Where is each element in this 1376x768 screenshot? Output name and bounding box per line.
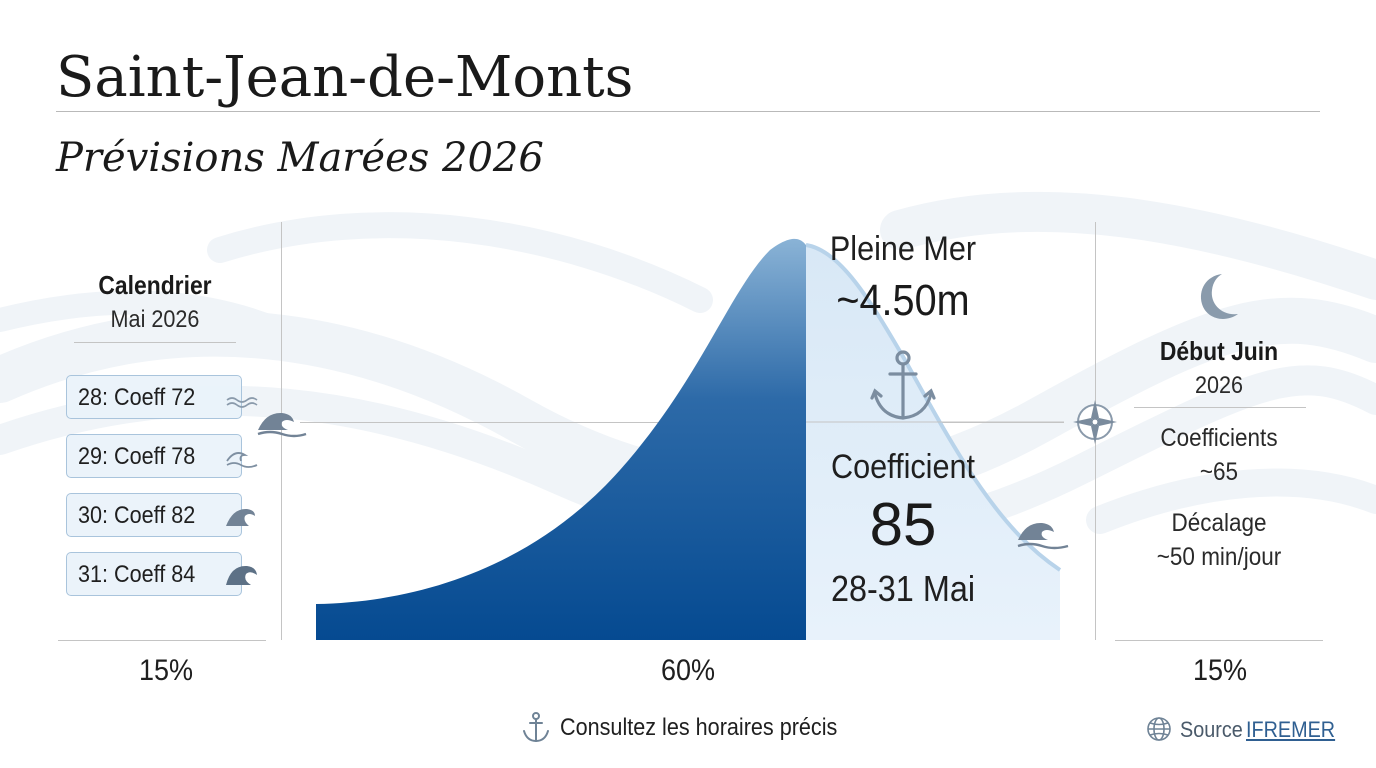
- next-period-title: Début Juin: [1159, 336, 1279, 366]
- coeff-label: 28: Coeff 72: [78, 384, 196, 411]
- wave-small-icon: [226, 397, 258, 408]
- left-column-divider: [281, 222, 282, 640]
- coefficient-value: 85: [869, 491, 937, 558]
- pleine-mer-value: ~4.50m: [836, 276, 970, 325]
- title-divider: [56, 111, 1320, 112]
- pleine-mer-label: Pleine Mer: [829, 230, 977, 268]
- wave-medium-icon: [226, 452, 258, 468]
- moon-icon: [1200, 274, 1238, 319]
- left-column-rule: [74, 342, 236, 343]
- coeff-label: 29: Coeff 78: [78, 443, 196, 470]
- coeff-label: 30: Coeff 82: [78, 502, 196, 529]
- tide-light-edge: [805, 243, 1062, 572]
- decalage-label: Décalage: [1171, 509, 1267, 537]
- wave-large-icon: [226, 508, 255, 526]
- anchor-icon: [870, 350, 936, 420]
- source-label: Source: [1180, 717, 1243, 742]
- center-proportion: 60%: [660, 654, 716, 687]
- next-coefficients-label: Coefficients: [1160, 424, 1278, 452]
- wave-icon: [1017, 522, 1069, 550]
- left-baseline: [58, 640, 266, 641]
- left-proportion: 15%: [138, 654, 194, 687]
- calendar-month: Mai 2026: [110, 306, 200, 333]
- compass-icon: [1073, 400, 1117, 444]
- anchor-icon: [523, 712, 549, 743]
- coeff-label: 31: Coeff 84: [78, 561, 196, 588]
- right-baseline: [1115, 640, 1323, 641]
- coefficient-dates: 28-31 Mai: [830, 568, 976, 609]
- globe-icon: [1147, 717, 1171, 741]
- coeff-item-28[interactable]: 28: Coeff 72: [66, 375, 258, 419]
- right-proportion: 15%: [1192, 654, 1248, 687]
- page-subtitle: Prévisions Marées 2026: [56, 135, 544, 181]
- coeff-item-31[interactable]: 31: Coeff 84: [66, 552, 257, 596]
- tide-light-area: [806, 245, 1060, 640]
- calendar-title: Calendrier: [98, 270, 212, 300]
- page-title: Saint-Jean-de-Monts: [56, 45, 634, 110]
- next-coefficients-value: ~65: [1199, 458, 1239, 486]
- right-column-rule: [1134, 407, 1306, 408]
- coeff-item-29[interactable]: 29: Coeff 78: [66, 434, 258, 478]
- coefficient-label: Coefficient: [830, 448, 976, 486]
- decalage-value: ~50 min/jour: [1156, 543, 1282, 571]
- footer-note-text: Consultez les horaires précis: [560, 714, 838, 741]
- coeff-item-30[interactable]: 30: Coeff 82: [66, 493, 255, 537]
- next-period-year: 2026: [1194, 372, 1244, 399]
- wave-icon: [257, 412, 307, 438]
- tide-dark-area: [316, 238, 806, 640]
- wave-filled-icon: [226, 565, 257, 585]
- source-link[interactable]: IFREMER: [1246, 717, 1336, 742]
